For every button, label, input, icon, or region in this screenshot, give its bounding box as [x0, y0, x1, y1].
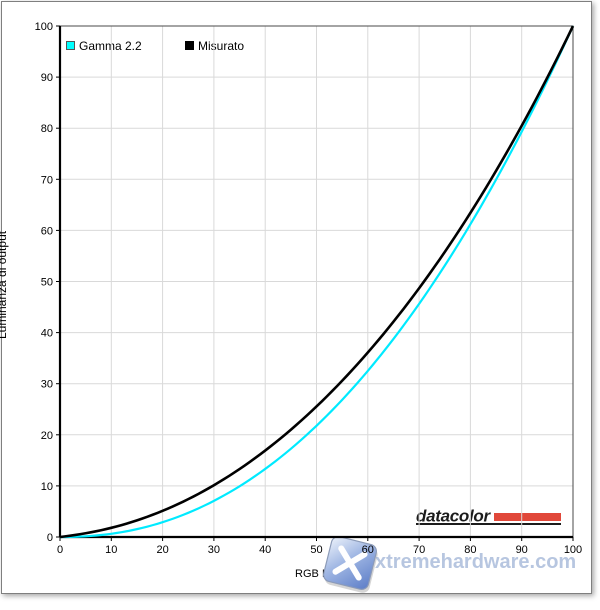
svg-text:30: 30	[41, 379, 53, 391]
svg-text:20: 20	[41, 430, 53, 442]
svg-text:100: 100	[564, 544, 582, 556]
svg-text:80: 80	[464, 544, 476, 556]
svg-text:60: 60	[41, 225, 53, 237]
svg-text:40: 40	[41, 328, 53, 340]
svg-text:0: 0	[57, 544, 63, 556]
svg-text:60: 60	[362, 544, 374, 556]
svg-text:70: 70	[41, 174, 53, 186]
svg-text:20: 20	[156, 544, 168, 556]
svg-text:30: 30	[208, 544, 220, 556]
svg-text:50: 50	[310, 544, 322, 556]
svg-text:70: 70	[413, 544, 425, 556]
svg-text:100: 100	[35, 21, 53, 33]
svg-text:10: 10	[41, 481, 53, 493]
svg-text:0: 0	[47, 532, 53, 544]
svg-text:40: 40	[259, 544, 271, 556]
svg-text:50: 50	[41, 277, 53, 289]
svg-text:90: 90	[41, 72, 53, 84]
svg-text:80: 80	[41, 123, 53, 135]
svg-text:90: 90	[516, 544, 528, 556]
svg-text:10: 10	[105, 544, 117, 556]
